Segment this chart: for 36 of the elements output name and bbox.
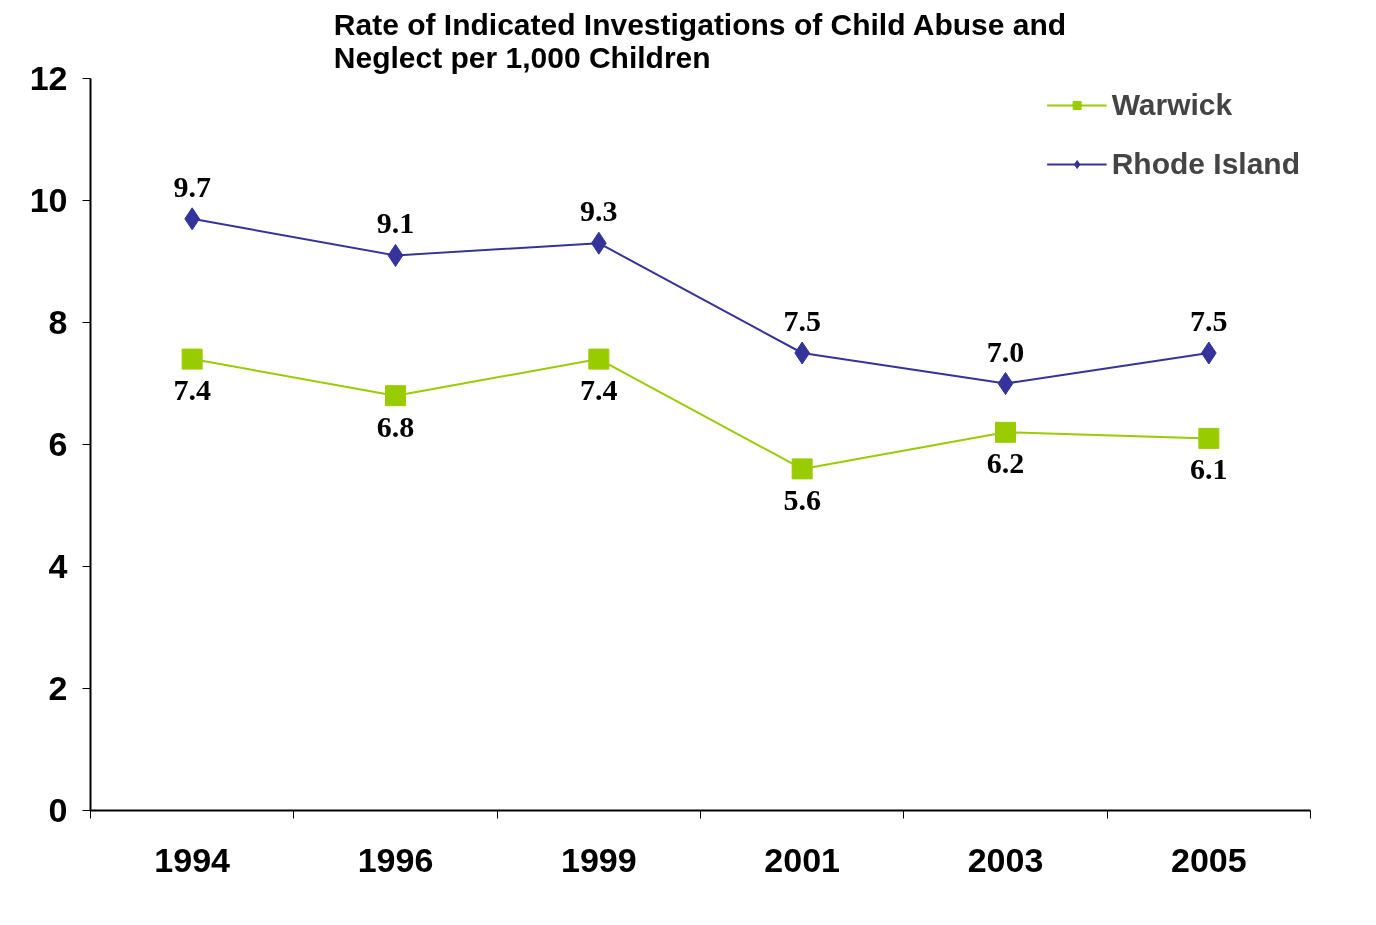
point	[1198, 427, 1220, 449]
data-label: 7.4	[173, 373, 211, 407]
x-tick-label: 1999	[561, 840, 637, 879]
x-tick-label: 1996	[357, 840, 434, 879]
y-tick-label: 4	[48, 547, 68, 585]
x-tick-label: 1994	[154, 840, 231, 879]
point	[995, 421, 1016, 443]
point	[387, 243, 404, 267]
y-tick-label: 2	[48, 669, 68, 707]
legend-label: Rhode Island	[1111, 147, 1300, 181]
y-tick-label: 10	[29, 181, 68, 219]
point	[385, 385, 406, 407]
chart-title: Rate of Indicated Investigations of Child Abuse and Neglect per 1,000 Children	[333, 7, 1067, 74]
data-label: 6.2	[986, 446, 1025, 480]
data-label: 6.1	[1190, 452, 1228, 486]
point	[997, 372, 1014, 395]
point	[791, 458, 813, 480]
y-tick-label: 0	[48, 791, 68, 829]
legend-label: Warwick	[1111, 88, 1233, 122]
data-label: 9.3	[580, 194, 618, 228]
y-tick-label: 6	[48, 425, 68, 463]
data-label: 5.6	[783, 482, 821, 516]
y-tick-label: 8	[48, 303, 68, 341]
data-label: 7.5	[1190, 304, 1228, 337]
data-label: 7.0	[986, 334, 1025, 368]
data-label: 9.7	[173, 169, 211, 203]
data-label: 7.5	[783, 304, 821, 337]
point	[181, 348, 203, 370]
point	[588, 348, 610, 370]
y-tick-label: 12	[29, 59, 68, 97]
x-tick-label: 2003	[967, 840, 1044, 879]
x-tick-label: 2005	[1171, 840, 1247, 879]
data-label: 7.4	[580, 373, 618, 407]
x-tick-label: 2001	[764, 840, 840, 879]
data-label: 9.1	[376, 206, 415, 240]
data-label: 6.8	[376, 409, 415, 443]
